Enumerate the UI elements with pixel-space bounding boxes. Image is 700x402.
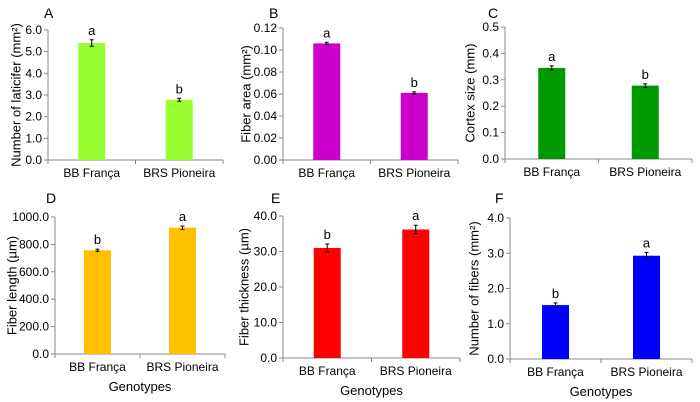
category-label: BRS Pioneira xyxy=(610,365,682,379)
bar xyxy=(165,99,193,160)
y-tick-label: 800.0 xyxy=(19,237,49,251)
y-tick-label: 200.0 xyxy=(19,320,49,334)
y-tick-label: 0.06 xyxy=(254,87,278,101)
bar xyxy=(84,250,111,354)
panel-e: E 0.0 10.0 20.0 30.0 40.0 b BB França a BRS Pione… xyxy=(237,190,461,398)
significance-letter: b xyxy=(94,232,101,247)
y-tick-label: 0.0 xyxy=(32,347,49,361)
significance-letter: a xyxy=(643,236,651,251)
category-label: BB França xyxy=(299,364,356,378)
significance-letter: b xyxy=(324,227,331,242)
significance-letter: b xyxy=(552,286,559,301)
bar xyxy=(313,247,341,358)
y-axis-label: Fiber thickness (µm) xyxy=(237,228,252,346)
panel-f: F 0.0 1.0 2.0 3.0 4.0 b BB França a BRS Pioneira N… xyxy=(467,190,693,399)
x-axis-label: Genotypes xyxy=(109,379,172,394)
category-label: BRS Pioneira xyxy=(146,360,218,374)
category-label: BB França xyxy=(523,165,580,179)
category-label: BB França xyxy=(298,166,355,180)
significance-letter: a xyxy=(179,209,187,224)
y-tick-label: 4.0 xyxy=(25,66,42,80)
y-tick-label: 5.0 xyxy=(25,45,42,59)
bar xyxy=(78,43,106,160)
y-tick-label: 600.0 xyxy=(19,265,49,279)
significance-letter: b xyxy=(411,75,418,90)
y-tick-label: 20.0 xyxy=(254,280,278,294)
panel-letter: F xyxy=(495,190,504,206)
y-tick-label: 3.0 xyxy=(487,246,504,260)
bar xyxy=(169,227,196,354)
panel-letter: E xyxy=(271,190,280,206)
y-tick-label: 2.0 xyxy=(25,110,42,124)
y-tick-label: 0.4 xyxy=(482,46,499,60)
significance-letter: a xyxy=(412,208,420,223)
panel-d: D 0.0 200.0 400.0 600.0 800.0 1000.0 b BB França… xyxy=(5,190,226,394)
y-tick-label: 0.1 xyxy=(482,126,499,140)
y-tick-label: 30.0 xyxy=(254,245,278,259)
bar xyxy=(633,255,660,359)
y-tick-label: 0.0 xyxy=(260,351,277,365)
panel-c: C 0.0 0.1 0.2 0.3 0.4 0.5 a BB França b BRS Pionei… xyxy=(463,5,693,179)
y-tick-label: 0.0 xyxy=(482,152,499,166)
significance-letter: b xyxy=(642,67,649,82)
y-axis-label: Fiber area (mm²) xyxy=(239,45,254,143)
category-label: BRS Pioneira xyxy=(143,166,215,180)
category-label: BRS Pioneira xyxy=(380,364,452,378)
y-tick-label: 40.0 xyxy=(254,209,278,223)
bar xyxy=(400,92,428,160)
panel-a: A 0.0 1.0 2.0 3.0 4.0 5.0 6.0 a BB França b BRS Pio… xyxy=(9,5,224,180)
y-tick-label: 1000.0 xyxy=(12,210,49,224)
y-tick-label: 10.0 xyxy=(254,316,278,330)
category-label: BB França xyxy=(527,365,584,379)
panel-b: B 0.00 0.02 0.04 0.06 0.08 0.10 0.12 a BB França b… xyxy=(239,5,459,180)
bar xyxy=(631,85,659,159)
y-tick-label: 0.2 xyxy=(482,99,499,113)
y-tick-label: 4.0 xyxy=(487,211,504,225)
x-axis-label: Genotypes xyxy=(340,383,403,398)
y-tick-label: 2.0 xyxy=(487,282,504,296)
y-tick-label: 0.5 xyxy=(482,20,499,34)
y-tick-label: 0.00 xyxy=(254,153,278,167)
y-tick-label: 0.04 xyxy=(254,109,278,123)
y-tick-label: 0.02 xyxy=(254,131,278,145)
significance-letter: b xyxy=(176,81,183,96)
bar xyxy=(313,43,341,160)
panel-letter: D xyxy=(46,190,56,206)
bar xyxy=(538,67,566,159)
y-tick-label: 0.08 xyxy=(254,65,278,79)
y-axis-label: Number of fibers (mm²) xyxy=(467,221,482,355)
y-tick-label: 0.10 xyxy=(254,43,278,57)
y-tick-label: 0.0 xyxy=(25,153,42,167)
y-tick-label: 400.0 xyxy=(19,292,49,306)
category-label: BB França xyxy=(69,360,126,374)
x-axis-label: Genotypes xyxy=(570,384,633,399)
significance-letter: a xyxy=(548,49,556,64)
y-tick-label: 0.12 xyxy=(254,21,278,35)
significance-letter: a xyxy=(88,23,96,38)
y-axis-label: Number of laticifer (mm²) xyxy=(9,23,24,167)
panel-letter: A xyxy=(44,5,54,21)
y-tick-label: 1.0 xyxy=(487,317,504,331)
bar xyxy=(402,229,430,358)
panel-letter: B xyxy=(269,5,278,21)
y-axis-label: Fiber length (µm) xyxy=(5,236,20,335)
significance-letter: a xyxy=(323,25,331,40)
y-tick-label: 3.0 xyxy=(25,88,42,102)
panel-letter: C xyxy=(488,5,498,21)
category-label: BRS Pioneira xyxy=(378,166,450,180)
y-tick-label: 0.0 xyxy=(487,352,504,366)
y-axis-label: Cortex size (mm) xyxy=(463,44,478,143)
y-tick-label: 6.0 xyxy=(25,23,42,37)
bar xyxy=(542,305,569,359)
category-label: BRS Pioneira xyxy=(609,165,681,179)
y-tick-label: 1.0 xyxy=(25,131,42,145)
category-label: BB França xyxy=(63,166,120,180)
y-tick-label: 0.3 xyxy=(482,73,499,87)
